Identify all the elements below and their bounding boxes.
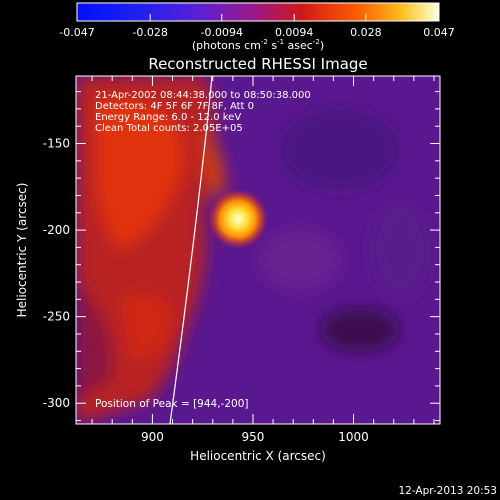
- annotation-line: Clean Total counts: 2.05E+05: [95, 123, 243, 134]
- annotation-line: 21-Apr-2002 08:44:38.000 to 08:50:38.000: [95, 90, 311, 101]
- heatmap-image: [76, 76, 440, 424]
- colorbar: [76, 2, 440, 22]
- colorbar-tick-label: -0.0094: [201, 26, 243, 39]
- x-tick-label: 950: [242, 430, 265, 444]
- y-tick-label: -150: [43, 137, 70, 151]
- colorbar-unit-label: (photons cm-2 s-1 asec-2): [192, 38, 324, 52]
- colorbar-tick-label: 0.028: [350, 26, 382, 39]
- colorbar-ticks: -0.047 -0.028 -0.0094 0.0094 0.028 0.047: [59, 14, 455, 39]
- timestamp: 12-Apr-2013 20:53: [398, 485, 497, 497]
- colorbar-tick-label: 0.047: [423, 26, 455, 39]
- colorbar-tick-label: -0.047: [59, 26, 94, 39]
- peak-position-label: Position of Peak = [944,-200]: [95, 398, 249, 410]
- x-tick-label: 900: [141, 430, 164, 444]
- annotation-line: Energy Range: 6.0 - 12.0 keV: [95, 112, 241, 123]
- x-tick-label: 1000: [338, 430, 369, 444]
- annotation-block: 21-Apr-2002 08:44:38.000 to 08:50:38.000…: [95, 90, 311, 134]
- y-tick-label: -200: [43, 223, 70, 237]
- colorbar-tick-label: 0.0094: [275, 26, 314, 39]
- y-tick-label: -250: [43, 310, 70, 324]
- axis-ticks: 900 950 1000 -150 -200 -250 -300: [43, 76, 440, 444]
- y-tick-label: -300: [43, 396, 70, 410]
- x-axis-label: Heliocentric X (arcsec): [190, 449, 326, 463]
- chart-title: Reconstructed RHESSI Image: [148, 55, 367, 73]
- solar-limb: [169, 76, 213, 424]
- colorbar-tick-label: -0.028: [132, 26, 167, 39]
- plot-frame: [75, 75, 441, 425]
- annotation-line: Detectors: 4F 5F 6F 7F 8F, Att 0: [95, 101, 254, 112]
- y-axis-label: Heliocentric Y (arcsec): [15, 183, 29, 318]
- peak-source: [208, 189, 268, 249]
